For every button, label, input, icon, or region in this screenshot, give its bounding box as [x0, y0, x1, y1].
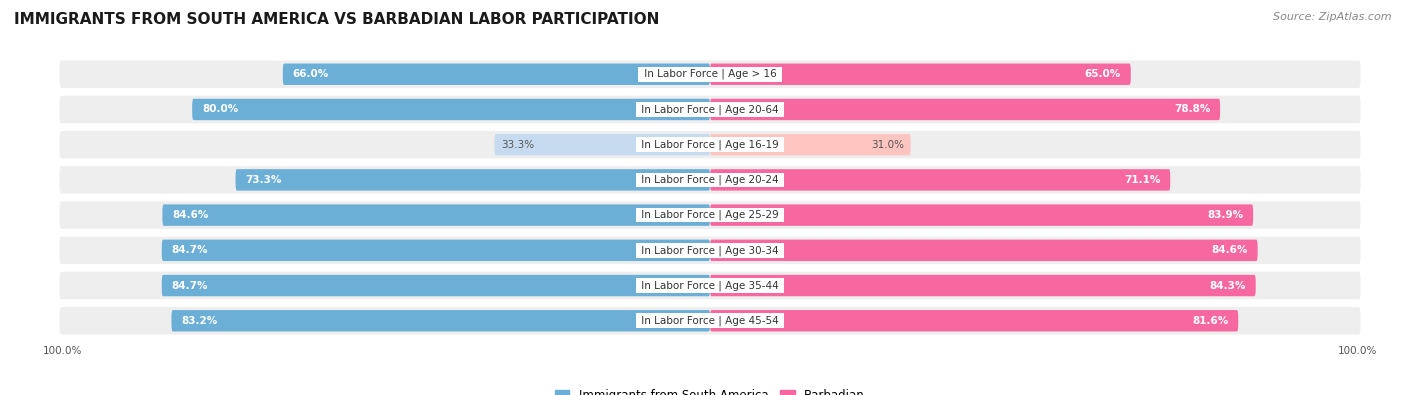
FancyBboxPatch shape — [710, 64, 1130, 85]
Text: 65.0%: 65.0% — [1085, 69, 1121, 79]
Text: 78.8%: 78.8% — [1174, 104, 1211, 115]
Text: 31.0%: 31.0% — [872, 140, 904, 150]
Text: 84.6%: 84.6% — [172, 210, 208, 220]
FancyBboxPatch shape — [283, 64, 710, 85]
Text: In Labor Force | Age 35-44: In Labor Force | Age 35-44 — [638, 280, 782, 291]
Legend: Immigrants from South America, Barbadian: Immigrants from South America, Barbadian — [555, 389, 865, 395]
FancyBboxPatch shape — [710, 99, 1220, 120]
Text: In Labor Force | Age 25-29: In Labor Force | Age 25-29 — [638, 210, 782, 220]
FancyBboxPatch shape — [59, 166, 1361, 194]
FancyBboxPatch shape — [59, 60, 1361, 88]
FancyBboxPatch shape — [172, 310, 710, 331]
Text: In Labor Force | Age > 16: In Labor Force | Age > 16 — [641, 69, 779, 79]
Text: 84.7%: 84.7% — [172, 245, 208, 255]
FancyBboxPatch shape — [710, 310, 1239, 331]
FancyBboxPatch shape — [710, 134, 911, 155]
FancyBboxPatch shape — [59, 131, 1361, 158]
FancyBboxPatch shape — [236, 169, 710, 191]
Text: In Labor Force | Age 20-24: In Labor Force | Age 20-24 — [638, 175, 782, 185]
FancyBboxPatch shape — [162, 275, 710, 296]
Text: IMMIGRANTS FROM SOUTH AMERICA VS BARBADIAN LABOR PARTICIPATION: IMMIGRANTS FROM SOUTH AMERICA VS BARBADI… — [14, 12, 659, 27]
FancyBboxPatch shape — [59, 237, 1361, 264]
FancyBboxPatch shape — [710, 204, 1253, 226]
FancyBboxPatch shape — [710, 169, 1170, 191]
Text: In Labor Force | Age 30-34: In Labor Force | Age 30-34 — [638, 245, 782, 256]
FancyBboxPatch shape — [162, 240, 710, 261]
Text: 73.3%: 73.3% — [245, 175, 281, 185]
Text: 81.6%: 81.6% — [1192, 316, 1229, 326]
FancyBboxPatch shape — [193, 99, 710, 120]
FancyBboxPatch shape — [59, 201, 1361, 229]
Text: 83.9%: 83.9% — [1208, 210, 1243, 220]
Text: In Labor Force | Age 16-19: In Labor Force | Age 16-19 — [638, 139, 782, 150]
Text: 84.7%: 84.7% — [172, 280, 208, 291]
Text: In Labor Force | Age 45-54: In Labor Force | Age 45-54 — [638, 316, 782, 326]
FancyBboxPatch shape — [59, 307, 1361, 335]
FancyBboxPatch shape — [710, 240, 1257, 261]
Text: 33.3%: 33.3% — [501, 140, 534, 150]
FancyBboxPatch shape — [59, 272, 1361, 299]
FancyBboxPatch shape — [163, 204, 710, 226]
FancyBboxPatch shape — [59, 96, 1361, 123]
Text: 66.0%: 66.0% — [292, 69, 329, 79]
FancyBboxPatch shape — [495, 134, 710, 155]
Text: In Labor Force | Age 20-64: In Labor Force | Age 20-64 — [638, 104, 782, 115]
Text: 80.0%: 80.0% — [202, 104, 238, 115]
FancyBboxPatch shape — [710, 275, 1256, 296]
Text: 71.1%: 71.1% — [1125, 175, 1160, 185]
Text: 84.6%: 84.6% — [1212, 245, 1249, 255]
Text: Source: ZipAtlas.com: Source: ZipAtlas.com — [1274, 12, 1392, 22]
Text: 83.2%: 83.2% — [181, 316, 218, 326]
Text: 84.3%: 84.3% — [1209, 280, 1246, 291]
